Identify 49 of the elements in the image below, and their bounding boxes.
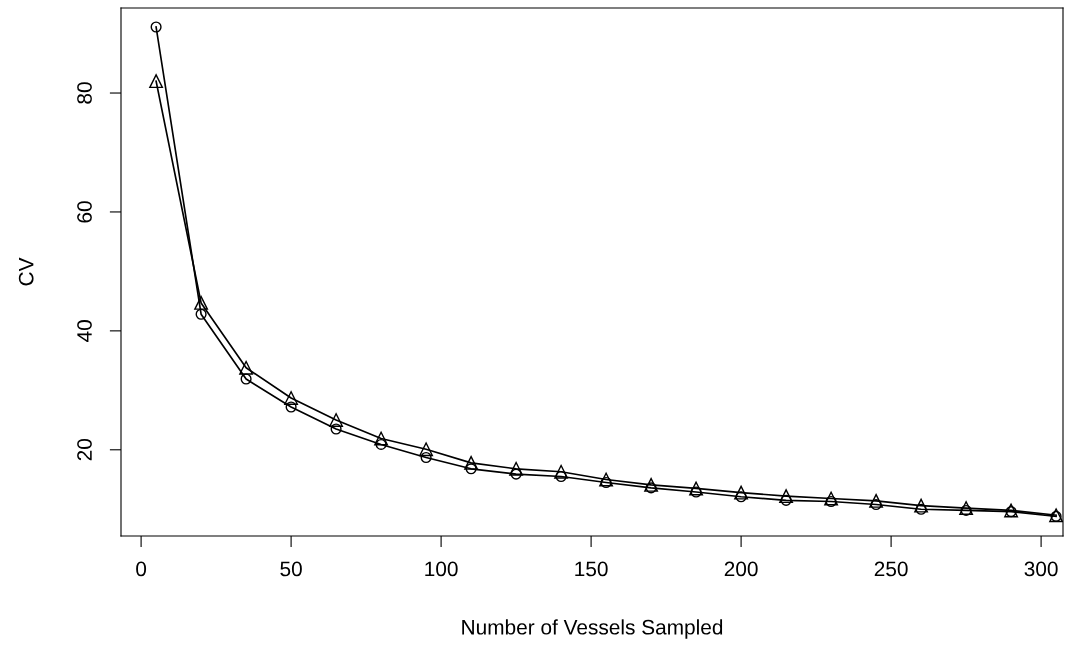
- point: [150, 21, 162, 33]
- x-axis-title: Number of Vessels Sampled: [462, 619, 723, 639]
- x-tick-label: 50: [280, 561, 302, 577]
- y-tick-label: 40: [77, 320, 92, 342]
- y-axis-title: CV: [18, 257, 34, 286]
- point: [509, 461, 524, 476]
- point: [735, 491, 747, 503]
- x-tick-label: 150: [575, 561, 608, 577]
- point: [465, 463, 477, 475]
- point: [239, 360, 254, 375]
- point: [285, 401, 297, 413]
- point: [600, 476, 612, 489]
- point: [644, 477, 659, 492]
- point: [329, 413, 344, 427]
- point: [284, 391, 299, 405]
- point: [599, 472, 614, 487]
- y-tick-label: 80: [77, 82, 92, 104]
- point: [374, 431, 389, 446]
- point: [734, 485, 749, 500]
- point: [420, 451, 432, 464]
- point: [869, 493, 884, 508]
- point: [645, 482, 657, 494]
- point: [690, 486, 702, 498]
- point: [824, 491, 839, 506]
- point: [419, 442, 434, 457]
- point: [915, 503, 927, 515]
- y-tick-label: 20: [77, 439, 92, 461]
- point: [689, 481, 704, 496]
- point: [914, 498, 929, 513]
- point: [149, 74, 164, 89]
- point: [510, 468, 522, 480]
- point: [870, 498, 882, 511]
- point: [195, 308, 207, 320]
- x-tick-label: 0: [136, 561, 147, 577]
- point: [555, 470, 567, 483]
- point: [780, 494, 792, 506]
- point: [554, 464, 569, 479]
- point: [779, 489, 794, 504]
- point: [194, 295, 209, 310]
- point: [375, 438, 387, 450]
- point: [464, 455, 479, 470]
- point: [240, 373, 252, 385]
- x-tick-label: 100: [425, 561, 458, 577]
- point: [825, 495, 837, 508]
- y-tick-label: 60: [77, 201, 92, 223]
- x-tick-label: 200: [724, 561, 758, 577]
- x-tick-label: 250: [874, 561, 908, 577]
- point: [330, 423, 342, 435]
- x-tick-label: 300: [1024, 561, 1058, 577]
